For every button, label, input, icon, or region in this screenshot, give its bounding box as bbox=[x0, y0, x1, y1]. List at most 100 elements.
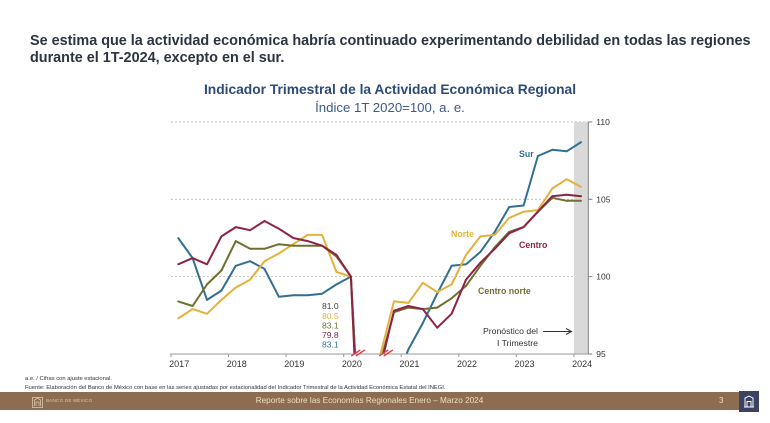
footnote-abbreviation: a.e. / Cifras con ajuste estacional. bbox=[25, 376, 112, 382]
data-point-centro-norte bbox=[436, 306, 439, 309]
data-point-sur bbox=[321, 292, 323, 295]
data-point-centro-norte bbox=[263, 247, 266, 250]
series-labels: Sur Norte Centro Centro norte bbox=[451, 149, 548, 296]
data-point-norte bbox=[249, 278, 252, 281]
data-point-sur bbox=[493, 230, 496, 233]
data-point-sur bbox=[263, 268, 266, 270]
data-point-sur bbox=[465, 263, 467, 266]
data-point-norte bbox=[278, 252, 280, 255]
x-tick-label: 2018 bbox=[227, 359, 247, 369]
tick-labels: 95 100 105 110 2017 2018 2019 2020 2021 2022 2023 2… bbox=[169, 117, 611, 369]
data-point-centro bbox=[321, 244, 323, 247]
y-tick-label: 110 bbox=[596, 117, 610, 127]
data-point-norte bbox=[407, 302, 410, 304]
data-point-centro bbox=[493, 247, 496, 250]
series-label-centro: Centro bbox=[519, 240, 548, 250]
slide-headline: Se estima que la actividad económica hab… bbox=[30, 33, 751, 67]
data-point-centro-norte bbox=[580, 199, 583, 202]
data-point-sur bbox=[292, 294, 295, 297]
x-tick-label: 2020 bbox=[342, 359, 362, 369]
data-point-sur bbox=[278, 295, 280, 298]
data-point-centro bbox=[393, 309, 395, 312]
forecast-shading bbox=[573, 121, 589, 354]
data-point-centro bbox=[580, 195, 583, 198]
banxico-logo-icon bbox=[32, 395, 43, 408]
data-point-norte bbox=[393, 300, 395, 303]
data-point-centro bbox=[335, 254, 338, 256]
data-point-sur bbox=[522, 204, 525, 207]
data-point-norte bbox=[292, 243, 295, 246]
data-point-centro bbox=[177, 263, 180, 266]
data-point-sur bbox=[436, 292, 439, 295]
data-point-norte bbox=[206, 312, 208, 315]
data-point-centro-norte bbox=[450, 297, 453, 300]
series-layer bbox=[177, 141, 583, 355]
data-point-centro bbox=[450, 312, 453, 315]
data-point-norte bbox=[493, 233, 496, 236]
chart-title: Indicador Trimestral de la Actividad Eco… bbox=[203, 82, 577, 97]
data-point-centro-norte bbox=[479, 264, 482, 267]
data-point-centro-norte bbox=[565, 199, 568, 202]
footer-brand: BANCO DE MÉXICO bbox=[46, 398, 93, 403]
data-point-centro bbox=[537, 210, 539, 213]
data-point-centro bbox=[220, 235, 223, 238]
x-tick-label: 2022 bbox=[457, 359, 477, 369]
data-point-sur bbox=[407, 348, 410, 351]
data-point-sur bbox=[479, 250, 482, 253]
data-point-centro bbox=[436, 326, 439, 329]
data-point-norte bbox=[450, 283, 453, 286]
data-point-centro-norte bbox=[292, 244, 295, 247]
x-tick-label: 2024 bbox=[572, 359, 592, 369]
data-point-centro-norte bbox=[249, 247, 252, 250]
data-point-centro bbox=[551, 195, 554, 198]
footer-report-title: Reporte sobre las Economías Regionales E… bbox=[255, 396, 484, 405]
break-value-labels: 81.0 80.5 83.1 79.8 83.1 bbox=[322, 301, 339, 350]
data-point-norte bbox=[306, 233, 309, 236]
data-point-centro bbox=[278, 227, 280, 230]
data-point-centro bbox=[306, 240, 309, 242]
chart-subtitle: Índice 1T 2020=100, a. e. bbox=[315, 100, 465, 115]
data-point-norte bbox=[436, 291, 439, 294]
series-line-norte bbox=[177, 233, 356, 355]
footnote-source: Fuente: Elaboración del Banco de México … bbox=[25, 385, 446, 391]
series-line-centro bbox=[177, 220, 356, 355]
data-point-sur bbox=[335, 283, 338, 286]
data-point-sur bbox=[206, 298, 208, 301]
gridlines bbox=[171, 121, 589, 278]
forecast-shading-layer bbox=[573, 121, 589, 354]
break-value-label: 83.1 bbox=[322, 321, 339, 331]
forecast-annotation: Pronóstico del I Trimestre bbox=[483, 326, 573, 348]
data-point-centro bbox=[191, 257, 194, 259]
series-label-norte: Norte bbox=[451, 229, 474, 239]
data-point-sur bbox=[450, 264, 453, 267]
data-point-sur bbox=[580, 141, 583, 143]
axis-break-mark bbox=[355, 349, 366, 357]
x-tick-label: 2019 bbox=[284, 359, 304, 369]
data-point-norte bbox=[220, 298, 223, 301]
data-point-norte bbox=[421, 281, 424, 284]
axis-break-mark bbox=[383, 349, 394, 357]
data-point-centro bbox=[349, 275, 352, 278]
series-label-sur: Sur bbox=[519, 149, 534, 159]
data-point-norte bbox=[263, 260, 266, 263]
series-line-sur bbox=[177, 237, 357, 355]
data-point-norte bbox=[321, 233, 323, 236]
data-point-sur bbox=[249, 260, 252, 263]
data-point-norte bbox=[522, 210, 525, 213]
data-point-norte bbox=[580, 186, 583, 188]
data-point-sur bbox=[421, 322, 424, 324]
data-point-sur bbox=[177, 237, 180, 239]
data-point-sur bbox=[565, 150, 568, 153]
data-point-sur bbox=[508, 206, 511, 208]
data-point-centro-norte bbox=[220, 269, 223, 272]
x-tick-label: 2023 bbox=[515, 359, 535, 369]
series-line-centro-norte bbox=[381, 196, 582, 355]
data-point-norte bbox=[465, 254, 467, 256]
data-point-norte bbox=[508, 216, 511, 219]
data-point-centro bbox=[234, 226, 237, 229]
forecast-label-line-2: I Trimestre bbox=[497, 338, 538, 348]
axes bbox=[170, 121, 593, 357]
data-point-centro bbox=[565, 193, 568, 196]
data-point-norte bbox=[191, 308, 194, 311]
